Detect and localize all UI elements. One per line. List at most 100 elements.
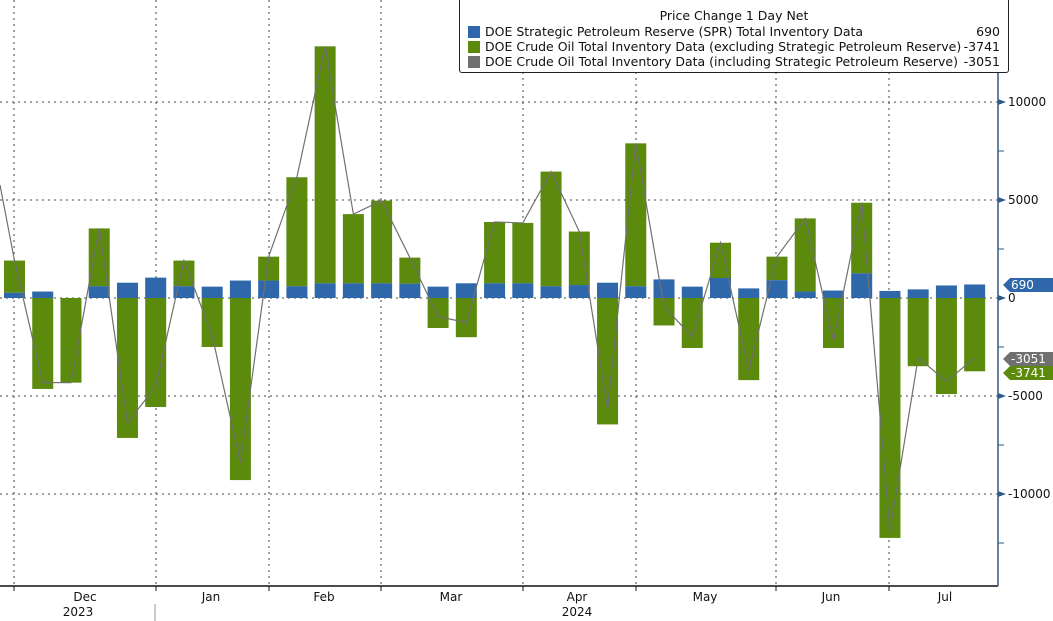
legend-value: 690 bbox=[976, 24, 1000, 39]
last-value-label: -3741 bbox=[1011, 366, 1046, 380]
bar-spr bbox=[314, 283, 336, 298]
bar-spr bbox=[229, 280, 251, 298]
bar-excl-spr bbox=[60, 298, 82, 383]
gridlines bbox=[0, 0, 998, 586]
bar-spr bbox=[738, 288, 760, 298]
bar-excl-spr bbox=[258, 256, 280, 281]
legend: Price Change 1 Day Net DOE Strategic Pet… bbox=[459, 0, 1009, 73]
bar-excl-spr bbox=[738, 298, 760, 381]
bar-excl-spr bbox=[455, 298, 477, 338]
bar-spr bbox=[4, 292, 25, 298]
x-year-label: 2023 bbox=[63, 605, 94, 619]
bars bbox=[4, 46, 986, 538]
x-month-label: Jun bbox=[821, 590, 841, 604]
last-value-label: 690 bbox=[1011, 278, 1034, 292]
legend-label: DOE Crude Oil Total Inventory Data (incl… bbox=[485, 54, 958, 69]
legend-swatch-gray bbox=[468, 55, 480, 68]
bar-excl-spr bbox=[879, 298, 901, 538]
bar-excl-spr bbox=[568, 231, 590, 286]
y-tick bbox=[998, 197, 1006, 203]
bar-spr bbox=[653, 279, 675, 298]
bar-excl-spr bbox=[371, 200, 393, 284]
bar-spr bbox=[116, 282, 138, 298]
bar-spr bbox=[710, 278, 731, 298]
bar-spr bbox=[907, 289, 929, 298]
bar-excl-spr bbox=[4, 260, 25, 293]
bar-spr bbox=[851, 273, 873, 298]
legend-item-spr: DOE Strategic Petroleum Reserve (SPR) To… bbox=[468, 24, 1008, 39]
x-month-label: Mar bbox=[440, 590, 463, 604]
bar-spr bbox=[258, 280, 280, 298]
last-value-label: -3051 bbox=[1011, 352, 1046, 366]
bar-excl-spr bbox=[710, 242, 731, 279]
y-tick-label: -10000 bbox=[1008, 487, 1051, 501]
legend-swatch-green bbox=[468, 40, 480, 53]
bar-excl-spr bbox=[229, 298, 251, 481]
x-month-label: Jul bbox=[937, 590, 952, 604]
bar-excl-spr bbox=[794, 218, 816, 292]
total-line bbox=[0, 46, 976, 531]
bar-spr bbox=[794, 291, 816, 298]
y-tick-label: 10000 bbox=[1008, 95, 1046, 109]
x-month-label: Apr bbox=[567, 590, 588, 604]
bar-spr bbox=[964, 284, 986, 298]
bar-spr bbox=[455, 283, 477, 298]
legend-item-excl-spr: DOE Crude Oil Total Inventory Data (excl… bbox=[468, 39, 1008, 54]
legend-label: DOE Strategic Petroleum Reserve (SPR) To… bbox=[485, 24, 864, 39]
bar-spr bbox=[625, 286, 647, 298]
y-tick-label: 5000 bbox=[1008, 193, 1039, 207]
x-month-label: Feb bbox=[313, 590, 334, 604]
bar-spr bbox=[201, 286, 223, 298]
bar-excl-spr bbox=[145, 298, 167, 407]
bar-spr bbox=[286, 286, 308, 298]
y-tick-label: 0 bbox=[1008, 291, 1016, 305]
y-tick bbox=[998, 491, 1006, 497]
bar-spr bbox=[540, 286, 562, 298]
y-tick-label: -5000 bbox=[1008, 389, 1043, 403]
bar-excl-spr bbox=[286, 177, 308, 287]
legend-title: Price Change 1 Day Net bbox=[659, 8, 809, 23]
bar-spr bbox=[484, 283, 506, 298]
x-month-label: Dec bbox=[73, 590, 96, 604]
y-tick bbox=[998, 99, 1006, 105]
bar-excl-spr bbox=[173, 260, 195, 287]
bar-spr bbox=[935, 285, 957, 298]
y-tick bbox=[998, 295, 1006, 301]
bar-excl-spr bbox=[766, 256, 788, 281]
bar-excl-spr bbox=[653, 298, 675, 326]
bar-spr bbox=[597, 282, 619, 298]
bar-excl-spr bbox=[399, 257, 421, 284]
bar-excl-spr bbox=[512, 222, 534, 284]
bar-excl-spr bbox=[964, 298, 986, 372]
bar-excl-spr bbox=[201, 298, 223, 347]
legend-swatch-blue bbox=[468, 25, 480, 38]
bar-spr bbox=[427, 286, 449, 298]
bar-spr bbox=[568, 285, 590, 298]
last-value-tag bbox=[1003, 366, 1053, 380]
bar-excl-spr bbox=[681, 298, 703, 348]
bar-excl-spr bbox=[32, 298, 54, 389]
line-incl-spr bbox=[13, 46, 976, 531]
bar-excl-spr bbox=[822, 298, 844, 348]
line-incl-spr-lead bbox=[0, 184, 16, 261]
bar-spr bbox=[681, 286, 703, 298]
x-month-label: Jan bbox=[201, 590, 221, 604]
bar-excl-spr bbox=[116, 298, 138, 438]
legend-item-incl-spr: DOE Crude Oil Total Inventory Data (incl… bbox=[468, 54, 1008, 69]
bar-spr bbox=[32, 291, 54, 298]
bar-spr bbox=[145, 277, 167, 298]
bar-excl-spr bbox=[88, 228, 110, 287]
bar-excl-spr bbox=[935, 298, 957, 395]
bar-excl-spr bbox=[342, 214, 364, 284]
bar-excl-spr bbox=[907, 298, 929, 367]
bar-excl-spr bbox=[314, 46, 336, 284]
bar-spr bbox=[399, 283, 421, 298]
bar-spr bbox=[766, 280, 788, 298]
bar-excl-spr bbox=[851, 202, 873, 274]
bar-excl-spr bbox=[625, 143, 647, 287]
legend-label: DOE Crude Oil Total Inventory Data (excl… bbox=[485, 39, 962, 54]
bar-spr bbox=[173, 286, 195, 298]
legend-value: -3051 bbox=[963, 54, 1000, 69]
